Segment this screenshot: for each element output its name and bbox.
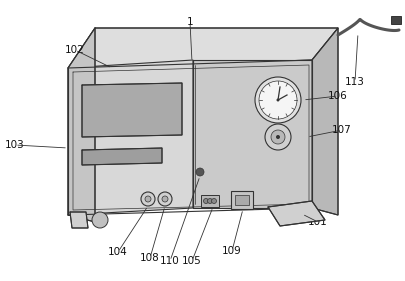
Bar [390,16,400,24]
Polygon shape [70,212,88,228]
Text: 103: 103 [5,140,25,150]
Circle shape [158,192,172,206]
Polygon shape [82,83,181,137]
Bar [200,195,218,207]
Circle shape [270,130,284,144]
Circle shape [258,81,296,119]
Circle shape [207,198,212,203]
Bar [234,195,248,205]
Bar [230,191,252,209]
Text: 106: 106 [327,91,347,101]
Circle shape [211,198,216,203]
Text: 101: 101 [307,217,327,227]
Polygon shape [68,28,337,68]
Circle shape [92,212,108,228]
Text: 108: 108 [140,253,160,263]
Circle shape [196,168,203,176]
Circle shape [276,99,279,101]
Text: 107: 107 [331,125,351,135]
Polygon shape [311,28,337,215]
Text: 1: 1 [186,17,193,27]
Text: 110: 110 [160,256,179,266]
Circle shape [275,135,279,139]
Polygon shape [82,148,162,165]
Polygon shape [68,60,192,215]
Polygon shape [68,28,95,222]
Circle shape [162,196,168,202]
Circle shape [254,77,300,123]
Circle shape [141,192,155,206]
Text: 104: 104 [108,247,128,257]
Text: 113: 113 [344,77,364,87]
Text: 109: 109 [222,246,241,256]
Text: 105: 105 [182,256,201,266]
Polygon shape [192,60,311,208]
Circle shape [145,196,151,202]
Text: 102: 102 [65,45,85,55]
Circle shape [203,198,208,203]
Polygon shape [267,201,324,226]
Circle shape [264,124,290,150]
